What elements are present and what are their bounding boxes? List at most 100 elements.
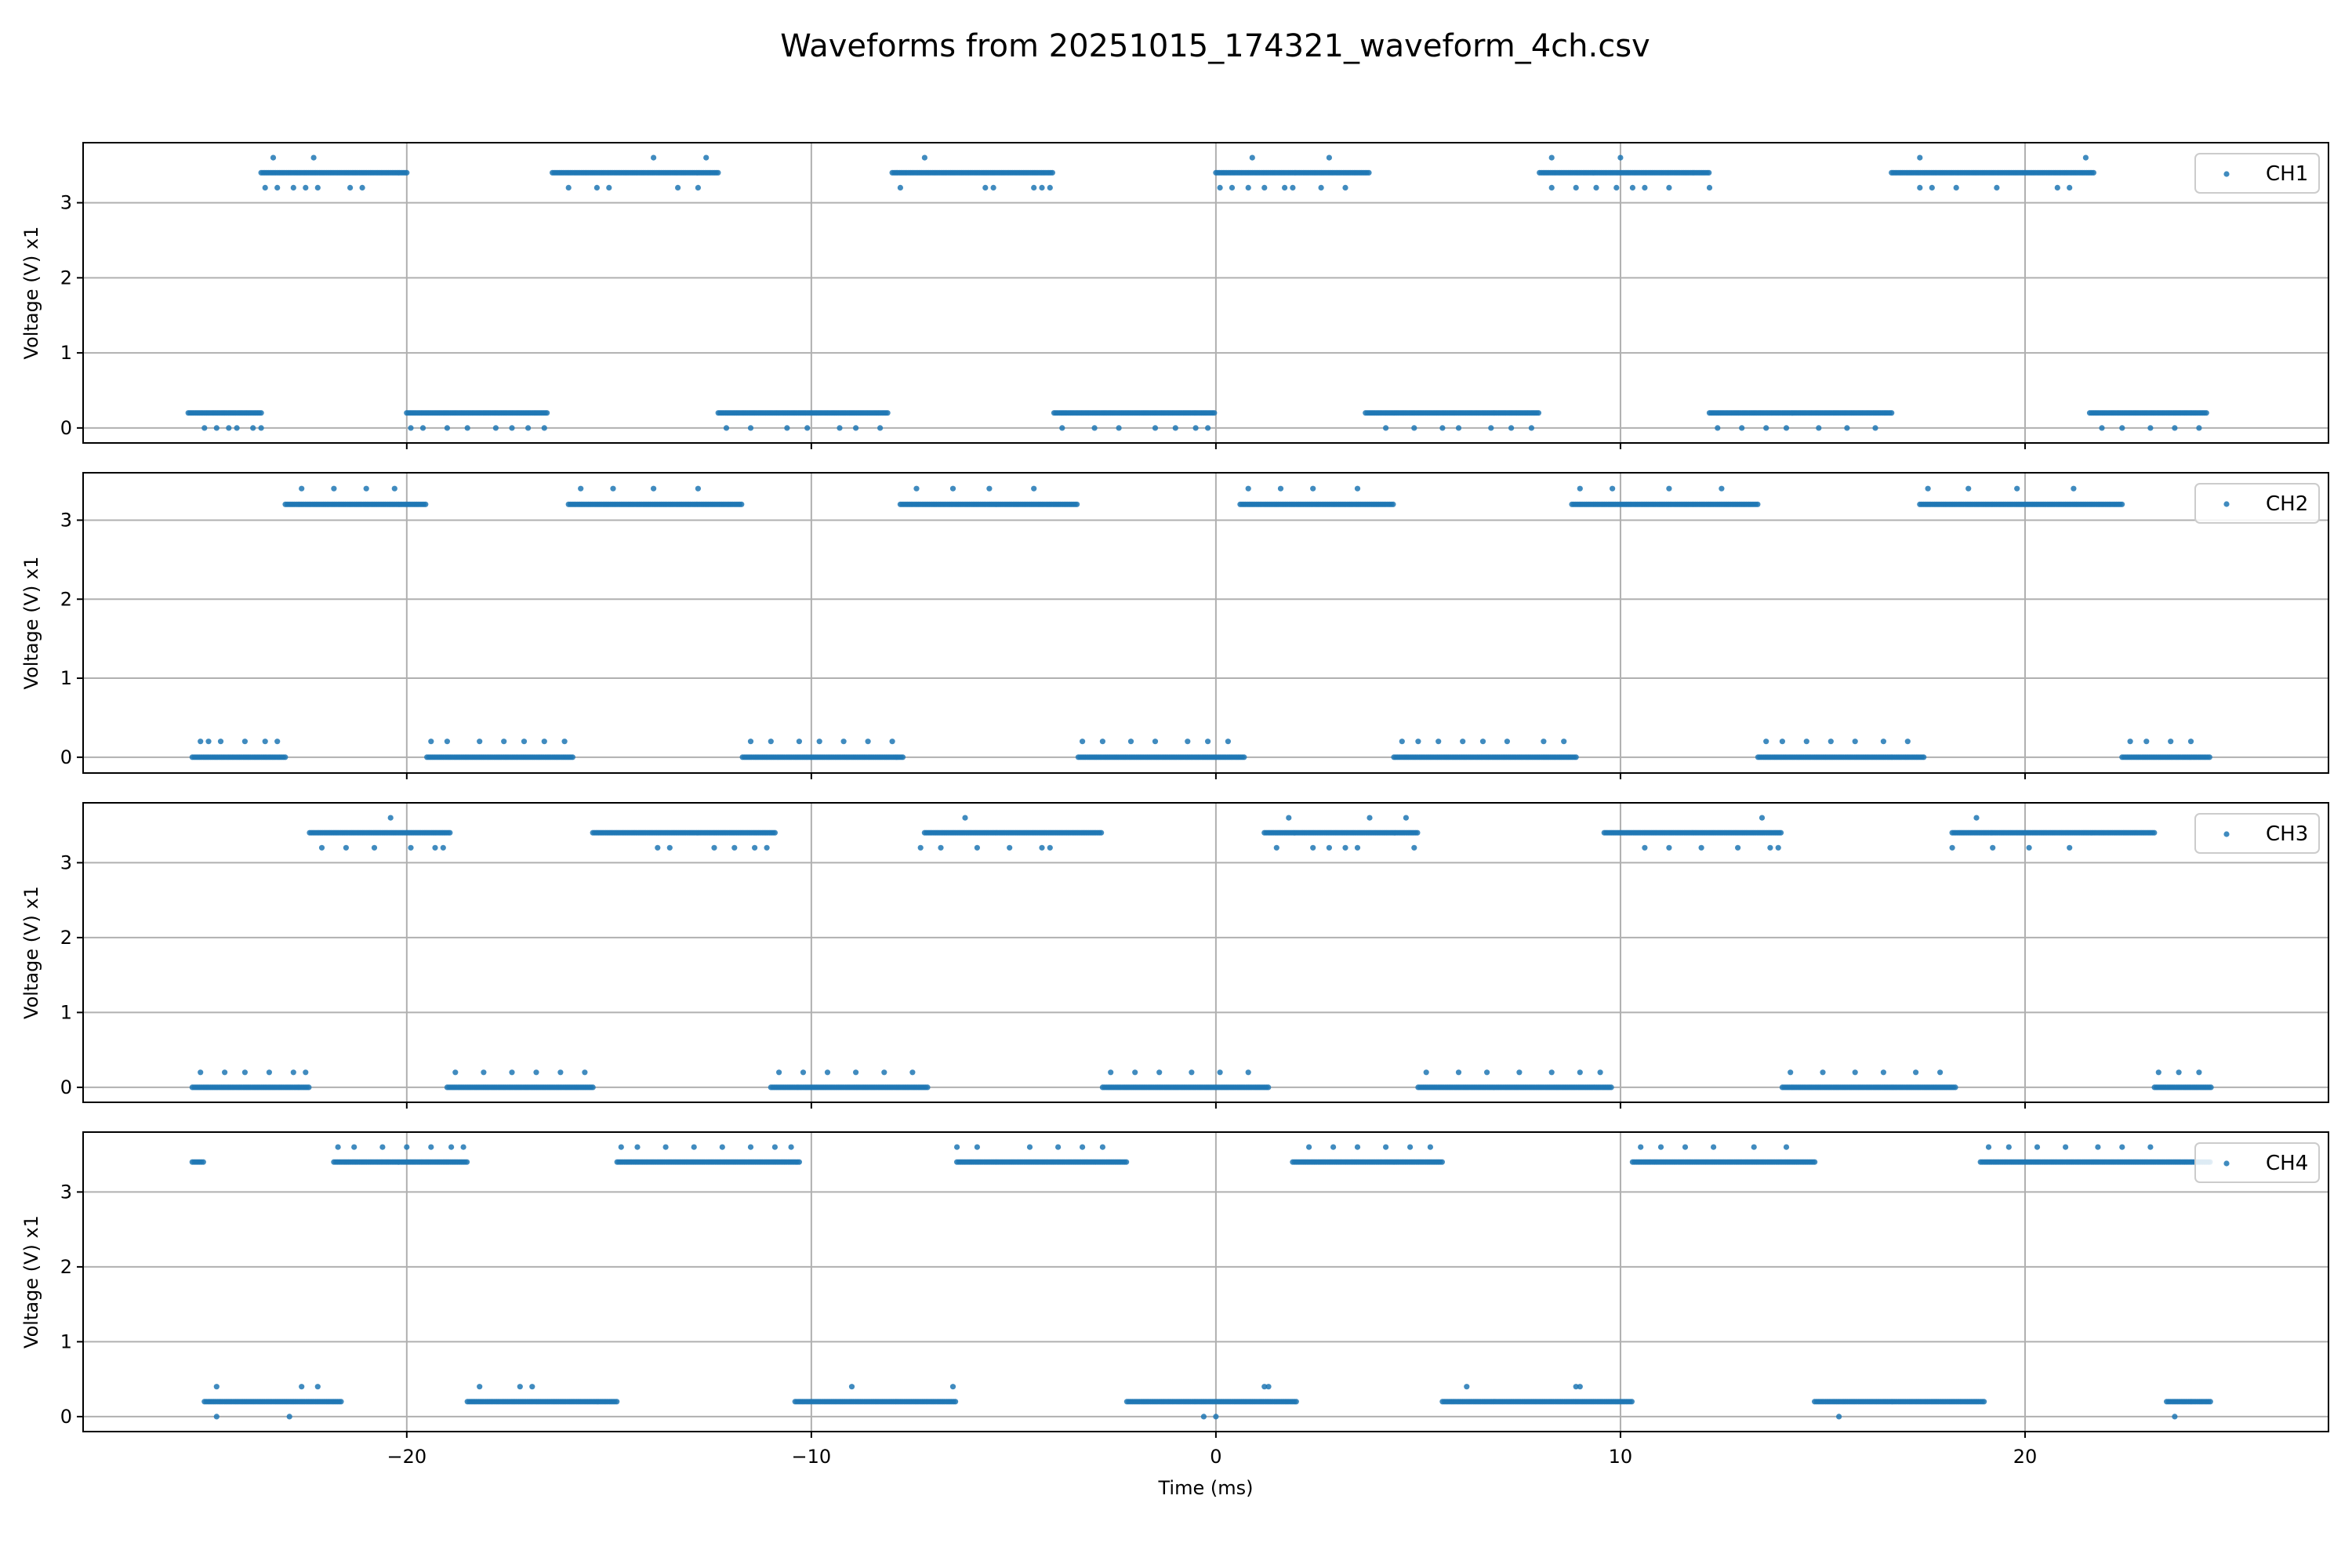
data-point bbox=[1265, 1084, 1272, 1091]
data-point bbox=[695, 485, 702, 492]
data-point bbox=[796, 1159, 803, 1165]
data-point bbox=[1055, 1144, 1062, 1150]
data-point bbox=[1706, 184, 1713, 191]
data-point bbox=[986, 485, 993, 492]
data-point bbox=[391, 485, 397, 492]
data-point bbox=[1759, 815, 1766, 821]
x-tick-label: −20 bbox=[387, 1446, 427, 1468]
data-point bbox=[1573, 1384, 1579, 1390]
data-point bbox=[1172, 425, 1178, 431]
data-point bbox=[837, 425, 843, 431]
data-point bbox=[525, 425, 532, 431]
data-point bbox=[1953, 184, 1959, 191]
data-point bbox=[258, 425, 264, 431]
legend-marker bbox=[2223, 171, 2230, 177]
legend-label: CH3 bbox=[2266, 822, 2308, 846]
y-tick-label: 2 bbox=[60, 588, 72, 610]
data-point bbox=[1917, 184, 1923, 191]
data-point bbox=[205, 739, 212, 745]
data-point bbox=[1548, 184, 1555, 191]
data-point bbox=[1152, 425, 1159, 431]
y-axis-label: Voltage (V) x1 bbox=[20, 557, 42, 690]
data-point bbox=[2063, 1144, 2069, 1150]
data-point bbox=[262, 184, 268, 191]
data-point bbox=[234, 425, 240, 431]
data-point bbox=[477, 739, 483, 745]
data-point bbox=[1423, 1069, 1429, 1076]
x-axis-label: Time (ms) bbox=[1158, 1477, 1254, 1499]
data-point bbox=[2119, 1144, 2125, 1150]
data-point bbox=[1031, 485, 1037, 492]
data-point bbox=[1816, 425, 1822, 431]
data-point bbox=[1535, 410, 1541, 416]
data-point bbox=[747, 425, 754, 431]
data-point bbox=[310, 154, 317, 161]
y-tick-label: 2 bbox=[60, 1256, 72, 1278]
legend: CH4 bbox=[2194, 1142, 2320, 1183]
data-point bbox=[1577, 485, 1583, 492]
data-point bbox=[2172, 425, 2178, 431]
data-point bbox=[318, 844, 325, 851]
data-point bbox=[408, 425, 414, 431]
data-point bbox=[1306, 1144, 1312, 1150]
data-point bbox=[691, 1144, 697, 1150]
data-point bbox=[703, 154, 710, 161]
data-point bbox=[509, 1069, 515, 1076]
data-point bbox=[481, 1069, 487, 1076]
data-point bbox=[1099, 739, 1105, 745]
data-point bbox=[270, 154, 277, 161]
data-point bbox=[1326, 154, 1332, 161]
data-point bbox=[2026, 844, 2032, 851]
data-point bbox=[1755, 501, 1761, 507]
data-point bbox=[2176, 1069, 2182, 1076]
data-point bbox=[1189, 1069, 1195, 1076]
data-point bbox=[2147, 1144, 2154, 1150]
data-point bbox=[1455, 1069, 1462, 1076]
data-point bbox=[217, 739, 224, 745]
data-point bbox=[2067, 184, 2073, 191]
data-point bbox=[1775, 844, 1781, 851]
data-point bbox=[1367, 815, 1373, 821]
data-point bbox=[752, 844, 758, 851]
data-point bbox=[282, 754, 289, 760]
data-point bbox=[848, 1384, 855, 1390]
data-point bbox=[1783, 425, 1790, 431]
data-point bbox=[404, 1144, 410, 1150]
data-point bbox=[739, 501, 745, 507]
data-point bbox=[884, 410, 891, 416]
data-point bbox=[1152, 739, 1159, 745]
data-point bbox=[877, 425, 884, 431]
data-point bbox=[1047, 184, 1053, 191]
data-point bbox=[1116, 425, 1122, 431]
data-point bbox=[1528, 425, 1534, 431]
data-point bbox=[444, 425, 451, 431]
data-point bbox=[1383, 425, 1389, 431]
data-point bbox=[314, 1384, 321, 1390]
data-point bbox=[1803, 739, 1809, 745]
data-point bbox=[213, 1414, 220, 1420]
data-point bbox=[1080, 739, 1086, 745]
data-point bbox=[731, 844, 738, 851]
data-point bbox=[666, 844, 673, 851]
legend: CH3 bbox=[2194, 813, 2320, 854]
data-point bbox=[226, 425, 232, 431]
data-point bbox=[1921, 754, 1927, 760]
data-point bbox=[881, 1069, 887, 1076]
data-point bbox=[557, 1069, 564, 1076]
data-point bbox=[1415, 739, 1421, 745]
data-point bbox=[695, 184, 702, 191]
data-point bbox=[953, 1399, 959, 1405]
data-point bbox=[1990, 844, 1996, 851]
data-point bbox=[200, 1159, 206, 1165]
data-point bbox=[1880, 739, 1886, 745]
data-point bbox=[290, 184, 296, 191]
data-point bbox=[1031, 184, 1037, 191]
data-point bbox=[1414, 829, 1421, 836]
legend-box bbox=[2194, 1142, 2320, 1183]
y-tick-label: 3 bbox=[60, 509, 72, 531]
data-point bbox=[448, 1144, 455, 1150]
data-point bbox=[1277, 485, 1284, 492]
